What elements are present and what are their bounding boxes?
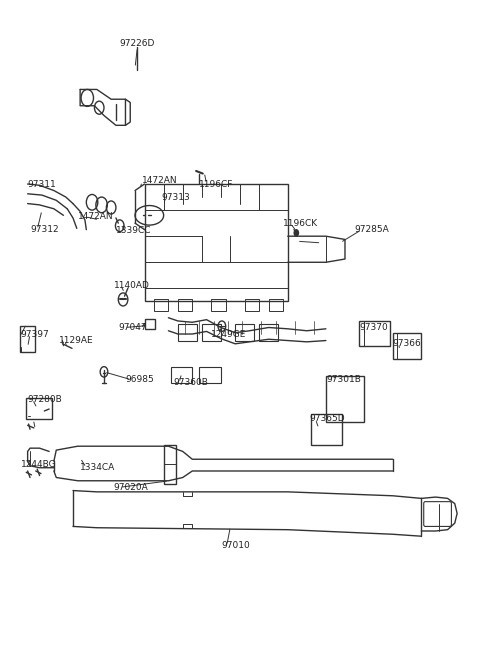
Text: 1196CF: 1196CF bbox=[199, 179, 234, 189]
Text: 97370: 97370 bbox=[360, 323, 388, 332]
Text: 1196CK: 1196CK bbox=[283, 219, 318, 228]
Text: 97365D: 97365D bbox=[309, 415, 345, 423]
Text: 97313: 97313 bbox=[161, 193, 190, 202]
Text: 1472AN: 1472AN bbox=[142, 176, 178, 185]
Text: 97301B: 97301B bbox=[326, 375, 361, 384]
Text: 97280B: 97280B bbox=[28, 395, 62, 403]
Text: 97047: 97047 bbox=[118, 323, 147, 332]
Text: 1140AD: 1140AD bbox=[114, 280, 149, 290]
Text: 97010: 97010 bbox=[221, 542, 250, 550]
Text: 97311: 97311 bbox=[28, 179, 56, 189]
Text: 97366: 97366 bbox=[393, 339, 421, 348]
Text: 97312: 97312 bbox=[30, 225, 59, 234]
Text: 96985: 96985 bbox=[125, 375, 154, 384]
FancyBboxPatch shape bbox=[164, 445, 176, 484]
Text: 1244BG: 1244BG bbox=[21, 460, 56, 469]
Text: 97397: 97397 bbox=[21, 329, 49, 339]
Text: 1129AE: 1129AE bbox=[59, 336, 93, 345]
Circle shape bbox=[293, 229, 299, 237]
Text: 97285A: 97285A bbox=[355, 225, 389, 234]
Text: 1472AN: 1472AN bbox=[78, 212, 113, 221]
Text: 1334CA: 1334CA bbox=[80, 463, 115, 472]
Text: 1339CC: 1339CC bbox=[116, 227, 151, 235]
Text: 97020A: 97020A bbox=[114, 483, 148, 492]
Text: 1249GE: 1249GE bbox=[211, 329, 247, 339]
Text: 97226D: 97226D bbox=[120, 39, 155, 48]
Text: 97360B: 97360B bbox=[173, 379, 208, 388]
